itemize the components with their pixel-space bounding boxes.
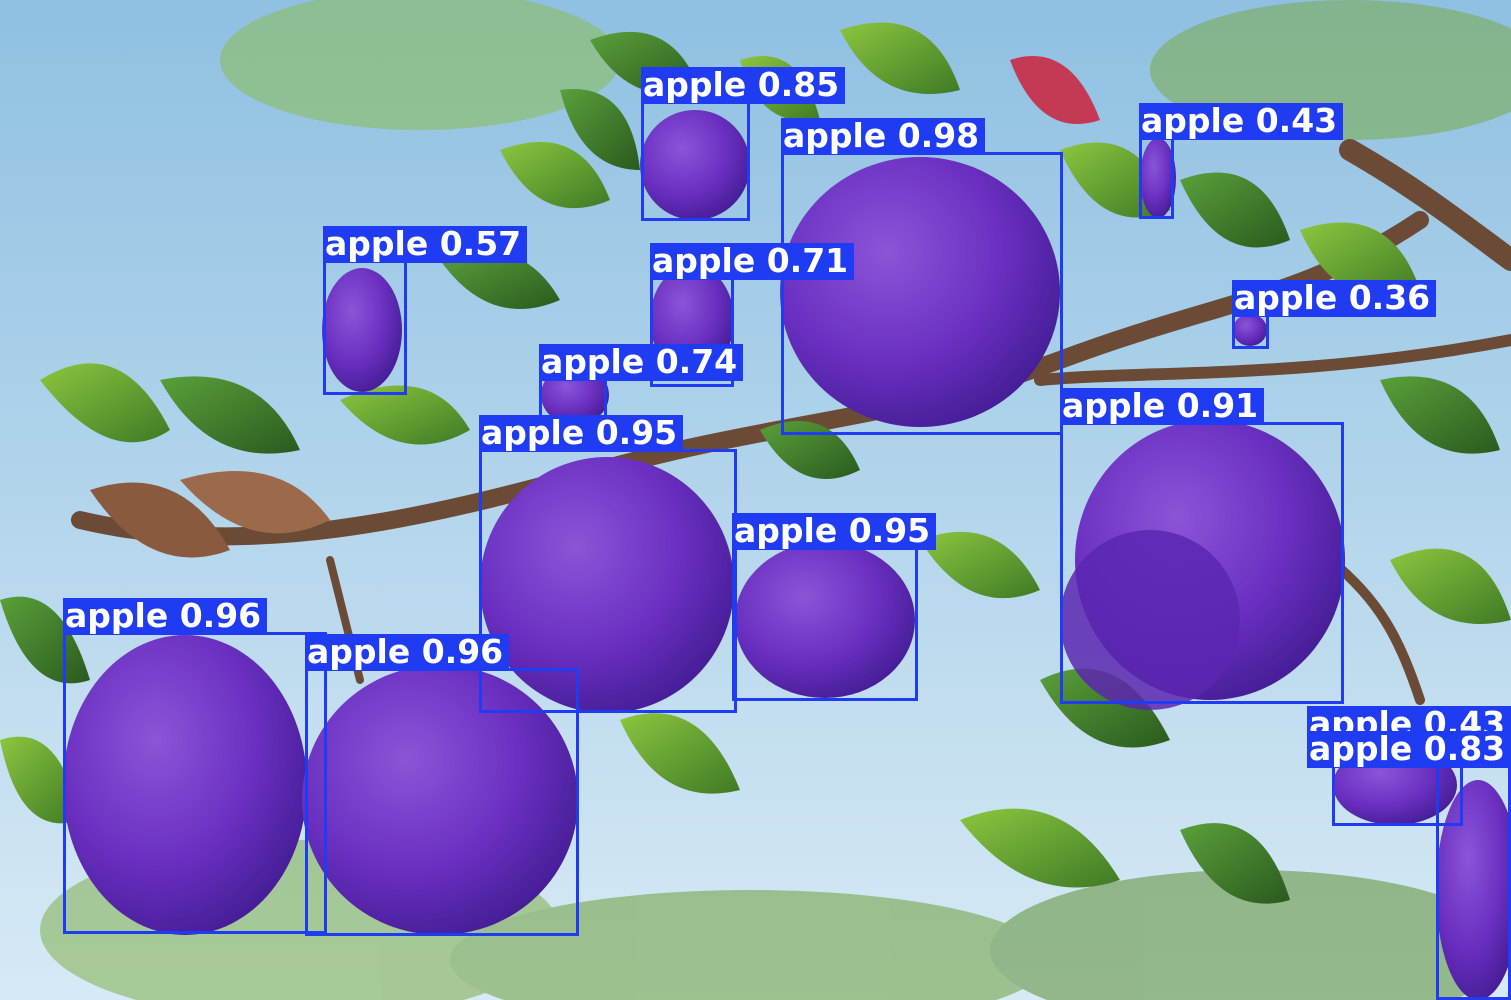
- detection-label: apple 0.96: [305, 634, 510, 671]
- detection-box: [1232, 314, 1269, 349]
- detection-label: apple 0.95: [732, 513, 937, 550]
- detection-box: [641, 101, 750, 221]
- detection-box: [1436, 765, 1511, 1000]
- detection-label: apple 0.95: [479, 415, 684, 452]
- detection-box: [305, 668, 579, 936]
- blurred-foliage: [40, 0, 1511, 1000]
- detection-label: apple 0.36: [1232, 280, 1437, 317]
- detection-label: apple 0.83: [1307, 731, 1511, 768]
- detection-box: [323, 260, 407, 395]
- apples: [63, 110, 1511, 1000]
- detection-box: [781, 152, 1063, 435]
- detection-label: apple 0.43: [1139, 103, 1344, 140]
- detection-label: apple 0.98: [781, 118, 986, 155]
- detection-label: apple 0.96: [63, 598, 268, 635]
- detection-label: apple 0.74: [539, 344, 744, 381]
- detection-label: apple 0.85: [641, 67, 846, 104]
- detection-label: apple 0.57: [323, 226, 528, 263]
- leaves: [0, 22, 1511, 904]
- detection-box: [1139, 137, 1174, 219]
- detection-box: [1060, 422, 1344, 704]
- detection-box: [732, 547, 918, 701]
- detection-label: apple 0.91: [1060, 388, 1265, 425]
- detection-box: [63, 632, 327, 934]
- detection-label: apple 0.71: [650, 243, 855, 280]
